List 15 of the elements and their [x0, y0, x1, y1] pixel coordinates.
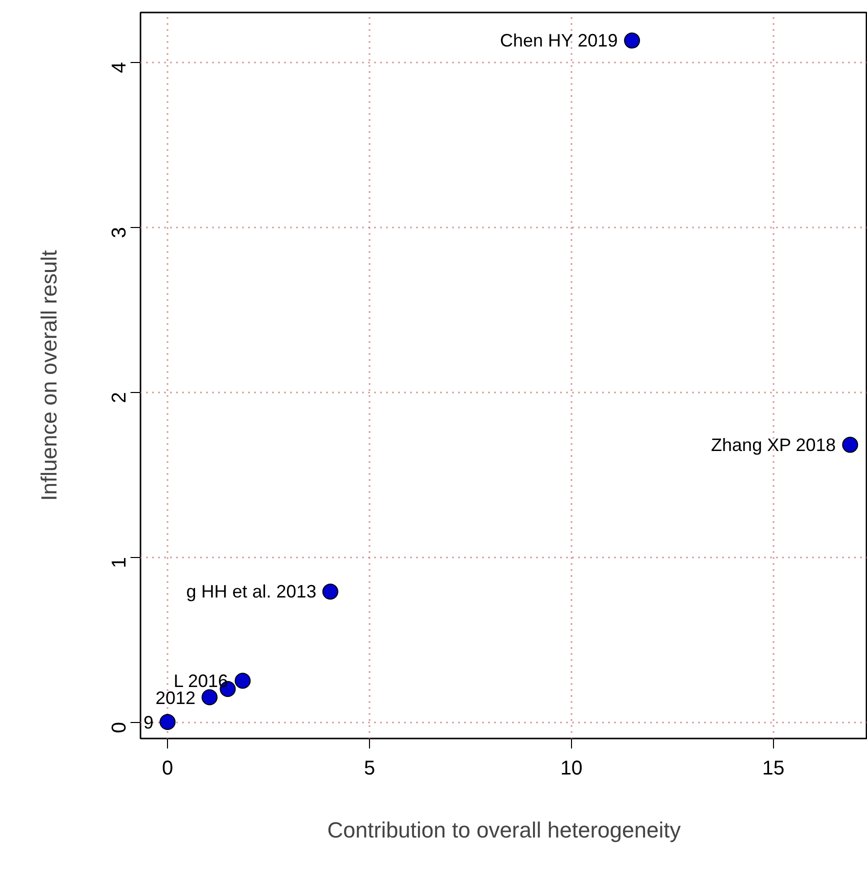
- y-tick-label: 0: [108, 722, 130, 734]
- annotation: g HH et al. 2013: [186, 582, 316, 602]
- y-tick-label: 3: [108, 227, 130, 238]
- y-tick-label: 4: [108, 62, 130, 74]
- x-tick-label: 0: [162, 758, 174, 780]
- y-tick-label: 1: [108, 557, 130, 568]
- x-tick-label: 5: [364, 758, 376, 780]
- annotation: 9: [144, 712, 154, 732]
- x-tick-label: 15: [762, 758, 785, 780]
- x-tick-label: 10: [560, 758, 583, 780]
- annotation: Zhang XP 2018: [711, 434, 836, 455]
- y-tick-label: 2: [108, 392, 130, 404]
- annotation: Chen HY 2019: [500, 30, 618, 51]
- x-axis-title: Contribution to overall heterogeneity: [327, 818, 681, 842]
- y-axis-title: Influence on overall result: [36, 250, 62, 501]
